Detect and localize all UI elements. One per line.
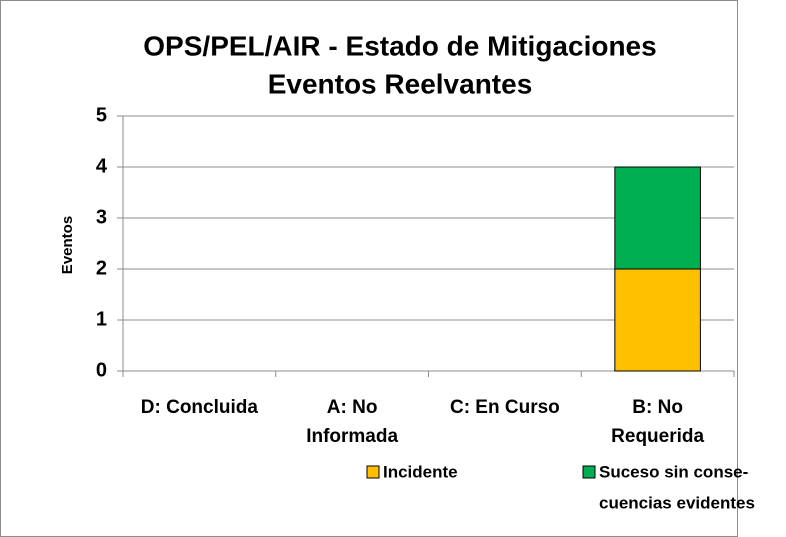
x-tick-label: Requerida: [611, 426, 704, 447]
y-tick-label: 2: [96, 257, 107, 279]
legend-label: cuencias evidentes: [599, 493, 755, 512]
legend-label: Suceso sin conse-: [599, 462, 748, 481]
y-tick-label: 4: [96, 155, 108, 177]
legend-swatch: [366, 465, 380, 479]
bar-segment: [614, 268, 701, 372]
y-tick-label: 3: [96, 206, 107, 228]
x-tick-label: C: En Curso: [450, 397, 560, 418]
y-tick-label: 1: [96, 308, 107, 330]
x-tick-label: D: Concluida: [141, 397, 259, 418]
chart-title: Eventos Reelvantes: [268, 68, 533, 99]
y-tick-label: 0: [96, 359, 107, 381]
x-tick-label: B: No: [632, 397, 683, 418]
y-axis-label: Eventos: [59, 216, 76, 274]
legend-swatch: [582, 465, 596, 479]
x-tick-label: A: No: [327, 397, 378, 418]
bar-segment: [614, 166, 701, 270]
legend-label: Incidente: [383, 462, 458, 481]
x-tick-label: Informada: [306, 426, 398, 447]
chart-title: OPS/PEL/AIR - Estado de Mitigaciones: [143, 30, 656, 61]
y-tick-label: 5: [96, 104, 107, 126]
